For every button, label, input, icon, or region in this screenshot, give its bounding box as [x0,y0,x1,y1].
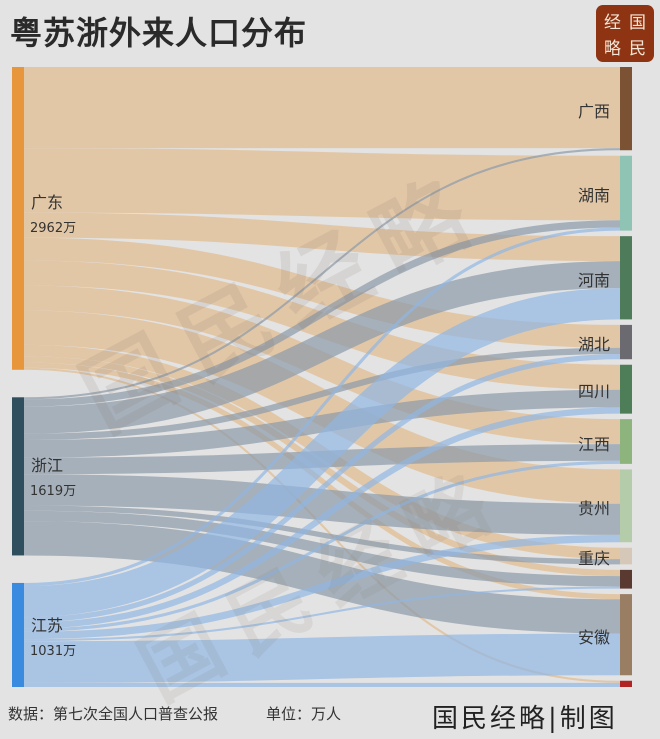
target-label: 广西 [577,101,610,121]
target-node-gz [620,469,632,543]
unit-note: 单位：万人 [266,705,342,723]
target-label: 湖南 [577,186,610,206]
target-label: 四川 [577,382,610,402]
credit: 国民经略|制图 [432,704,618,734]
link-js-u1 [23,586,621,642]
source-total: 1619万 [30,483,77,499]
source-label: 江苏 [31,615,64,635]
link-zj-hen [23,261,621,434]
target-node-hb [620,324,632,360]
source-total: 2962万 [30,221,77,237]
link-zj-gz [23,474,621,535]
target-node-sc [620,364,632,414]
source-node-zj [12,397,24,556]
logo-char: 国 [629,12,646,33]
link-js-hen [23,288,621,618]
link-js-hn [23,227,621,587]
target-node-gx [620,67,632,151]
link-gd-hn [23,148,621,221]
link-js-gz [23,534,621,640]
logo-char: 略 [604,39,621,60]
source-label: 广东 [31,193,64,213]
target-label: 河南 [577,270,610,290]
logo-char: 民 [629,39,646,60]
target-node-hen [620,236,632,320]
page-title: 粤苏浙外来人口分布 [10,14,308,52]
target-node-cq [620,547,632,565]
logo: 经 国 略 民 [596,5,654,62]
source-node-js [12,582,24,687]
target-node-jx [620,419,632,464]
link-gd-ah [23,362,621,600]
link-js-ah [23,633,621,683]
link-zj-hb [23,347,621,440]
link-zj-sc [23,389,621,458]
link-js-sc [23,407,621,629]
link-zj-cq [23,505,621,565]
data-source: 数据：第七次全国人口普查公报 [8,705,219,723]
target-node-hn [620,155,632,231]
target-node-u1 [620,569,632,589]
target-label: 安徽 [577,627,610,647]
target-label: 湖北 [577,335,610,355]
target-label: 江西 [577,434,610,454]
link-zj-hn [23,220,621,407]
link-zj-ah [23,521,621,634]
target-node-u2 [620,680,632,687]
target-label: 贵州 [577,498,610,518]
source-total: 1031万 [30,643,77,659]
target-label: 重庆 [577,549,610,569]
link-js-jx [23,460,621,632]
source-label: 浙江 [31,455,64,475]
target-node-ah [620,594,632,676]
source-node-gd [12,67,24,370]
link-zj-u1 [23,510,621,587]
link-js-hb [23,354,621,623]
link-zj-gx [23,148,621,400]
logo-char: 经 [604,12,621,33]
